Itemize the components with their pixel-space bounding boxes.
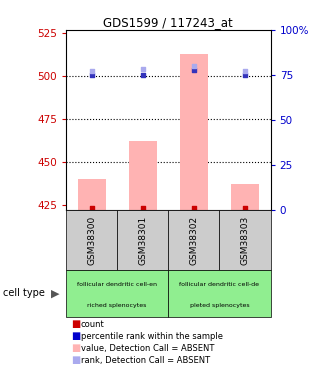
Bar xyxy=(168,270,271,317)
Point xyxy=(242,68,248,74)
Text: ■: ■ xyxy=(71,356,80,365)
Text: ■: ■ xyxy=(71,332,80,341)
Point xyxy=(89,68,94,74)
Bar xyxy=(168,210,219,270)
Bar xyxy=(129,141,157,210)
Point xyxy=(191,63,197,69)
Bar xyxy=(180,54,208,210)
Title: GDS1599 / 117243_at: GDS1599 / 117243_at xyxy=(103,16,233,29)
Point xyxy=(140,205,146,211)
Text: GSM38302: GSM38302 xyxy=(189,215,198,265)
Point xyxy=(242,205,248,211)
Text: follicular dendritic cell-de: follicular dendritic cell-de xyxy=(180,282,259,286)
Text: riched splenocytes: riched splenocytes xyxy=(87,303,147,307)
Text: GSM38303: GSM38303 xyxy=(241,215,249,265)
Text: percentile rank within the sample: percentile rank within the sample xyxy=(81,332,223,341)
Point xyxy=(191,205,197,211)
Bar xyxy=(231,184,259,210)
Text: cell type: cell type xyxy=(3,288,45,298)
Point xyxy=(89,72,94,78)
Text: count: count xyxy=(81,320,105,329)
Bar xyxy=(66,210,117,270)
Point xyxy=(89,205,94,211)
Bar xyxy=(219,210,271,270)
Point xyxy=(191,67,197,73)
Text: GSM38300: GSM38300 xyxy=(87,215,96,265)
Text: ■: ■ xyxy=(71,344,80,353)
Text: value, Detection Call = ABSENT: value, Detection Call = ABSENT xyxy=(81,344,214,353)
Text: follicular dendritic cell-en: follicular dendritic cell-en xyxy=(77,282,157,286)
Text: ▶: ▶ xyxy=(51,288,60,298)
Point xyxy=(140,72,146,78)
Text: ■: ■ xyxy=(71,320,80,329)
Bar xyxy=(117,210,168,270)
Bar xyxy=(66,270,168,317)
Text: GSM38301: GSM38301 xyxy=(138,215,147,265)
Text: rank, Detection Call = ABSENT: rank, Detection Call = ABSENT xyxy=(81,356,210,365)
Bar xyxy=(78,179,106,210)
Point xyxy=(140,66,146,72)
Text: pleted splenocytes: pleted splenocytes xyxy=(190,303,249,307)
Point xyxy=(242,72,248,78)
